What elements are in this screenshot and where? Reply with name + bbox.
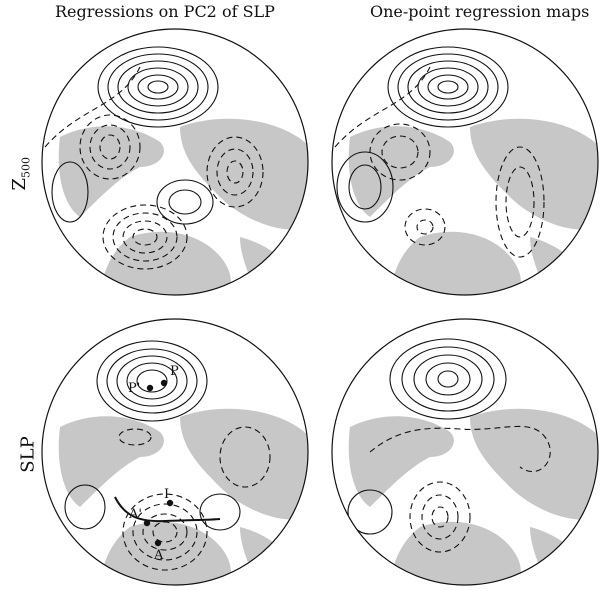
point-p-marker — [160, 379, 168, 387]
column-title-left: Regressions on PC2 of SLP — [55, 2, 275, 21]
contours — [334, 46, 545, 258]
point-a-prime-label: A' — [128, 507, 142, 522]
point-a-prime-marker — [143, 519, 151, 527]
contours — [347, 338, 551, 553]
column-title-right: One-point regression maps — [370, 2, 590, 21]
point-p-prime-label: P' — [128, 381, 140, 396]
point-a-label: A — [153, 548, 164, 563]
map-slp-one-point — [331, 318, 599, 586]
map-boundary — [41, 318, 309, 586]
row-label-slp: SLP — [17, 436, 39, 473]
contours — [64, 340, 271, 571]
map-boundary — [41, 28, 309, 296]
point-p-prime-marker — [146, 384, 154, 392]
row-label-z500-sub: 500 — [19, 157, 33, 179]
point-a-marker — [154, 539, 162, 547]
row-label-z500: Z500 — [9, 157, 33, 191]
point-i-marker — [166, 499, 174, 507]
map-slp-pc2: P' P A' I A — [41, 318, 309, 586]
row-label-z500-main: Z — [8, 178, 30, 191]
point-i-label: I — [164, 487, 169, 502]
storm-track-line — [114, 496, 221, 523]
map-z500-pc2 — [41, 28, 309, 296]
land-mask — [58, 118, 308, 295]
contours — [42, 46, 264, 295]
map-boundary — [331, 28, 599, 296]
point-p-label: P — [170, 364, 179, 379]
map-boundary — [331, 318, 599, 586]
land-mask — [348, 118, 598, 295]
land-mask — [58, 408, 308, 585]
map-z500-one-point — [331, 28, 599, 296]
